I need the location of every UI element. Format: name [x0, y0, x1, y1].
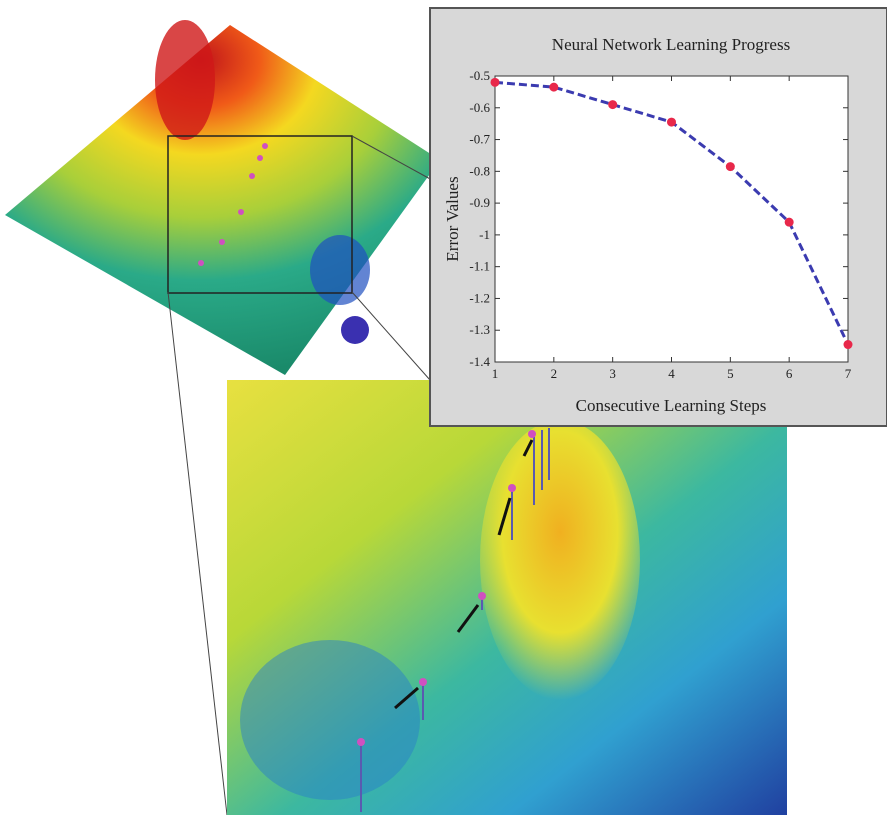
- surface-valley: [310, 235, 370, 305]
- zoom-valley: [240, 640, 420, 800]
- y-tick-label: -1.4: [469, 354, 490, 369]
- y-tick-label: -0.7: [469, 132, 490, 147]
- y-tick-label: -0.8: [469, 163, 490, 178]
- arrows: [394, 439, 534, 710]
- zoom-hill: [480, 420, 640, 700]
- x-tick-label: 7: [845, 366, 852, 381]
- chart-title: Neural Network Learning Progress: [552, 35, 790, 54]
- point: [667, 117, 676, 127]
- point: [784, 217, 794, 227]
- x-tick-label: 6: [786, 366, 793, 381]
- y-axis-label: Error Values: [443, 176, 462, 261]
- pins: [360, 428, 550, 812]
- point: [490, 77, 500, 87]
- x-tick-label: 2: [551, 366, 558, 381]
- surface-dip: [341, 316, 369, 344]
- point: [725, 162, 735, 172]
- pin-heads: [198, 143, 536, 746]
- zoom-line: [351, 135, 433, 181]
- point: [843, 340, 853, 350]
- y-tick-label: -1.1: [469, 259, 490, 274]
- surface-peak: [155, 20, 215, 140]
- zoom-line: [351, 291, 431, 381]
- x-tick-label: 5: [727, 366, 734, 381]
- y-tick-label: -1: [479, 227, 490, 242]
- zoom-box: [167, 135, 353, 294]
- zoom-line: [167, 291, 228, 816]
- x-tick-label: 3: [609, 366, 616, 381]
- y-tick-label: -0.6: [469, 100, 490, 115]
- x-tick-label: 1: [492, 366, 499, 381]
- y-tick-label: -1.3: [469, 322, 490, 337]
- point: [608, 100, 618, 110]
- surface-plane: [5, 25, 440, 375]
- y-tick-label: -0.5: [469, 68, 490, 83]
- point: [549, 82, 559, 92]
- y-tick-label: -1.2: [469, 290, 490, 305]
- x-axis-label: Consecutive Learning Steps: [576, 396, 767, 415]
- x-tick-label: 4: [668, 366, 675, 381]
- y-tick-label: -0.9: [469, 195, 490, 210]
